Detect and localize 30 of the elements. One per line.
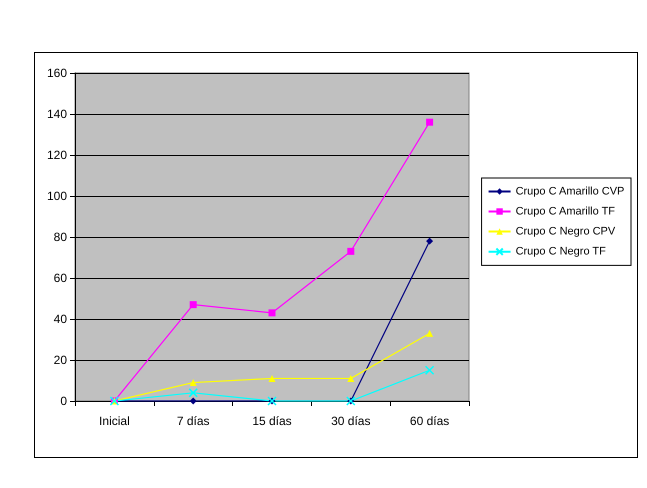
point [426, 238, 434, 245]
x-tick-label: 60 días [410, 414, 450, 428]
point [190, 398, 197, 404]
point [268, 309, 276, 316]
point [347, 248, 354, 255]
point [426, 330, 434, 337]
point [347, 374, 354, 382]
legend-label: Crupo C Negro CPV [516, 226, 616, 238]
x-tick-label: Inicial [99, 414, 130, 428]
point [424, 366, 434, 375]
point [188, 388, 198, 398]
point [426, 118, 434, 126]
legend-label: Crupo C Amarillo TF [516, 206, 616, 218]
y-tick-label: 40 [54, 312, 68, 326]
y-tick-label: 120 [46, 148, 68, 162]
y-tick-label: 160 [46, 66, 68, 80]
y-tick-label: 20 [54, 353, 68, 367]
y-tick-label: 100 [46, 189, 68, 203]
y-tick-label: 60 [54, 271, 68, 285]
x-tick-label: 15 días [252, 414, 292, 428]
x-tick-label: 7 días [176, 414, 210, 428]
legend-label: Crupo C Negro TF [516, 246, 606, 258]
point [190, 379, 197, 386]
y-tick-label: 0 [60, 394, 68, 408]
y-tick-label: 140 [46, 107, 68, 121]
x-tick-label: 30 días [331, 414, 370, 428]
y-tick-label: 80 [54, 230, 68, 244]
legend-label: Crupo C Amarillo CVP [516, 186, 624, 198]
point [268, 374, 276, 382]
point [190, 301, 197, 308]
